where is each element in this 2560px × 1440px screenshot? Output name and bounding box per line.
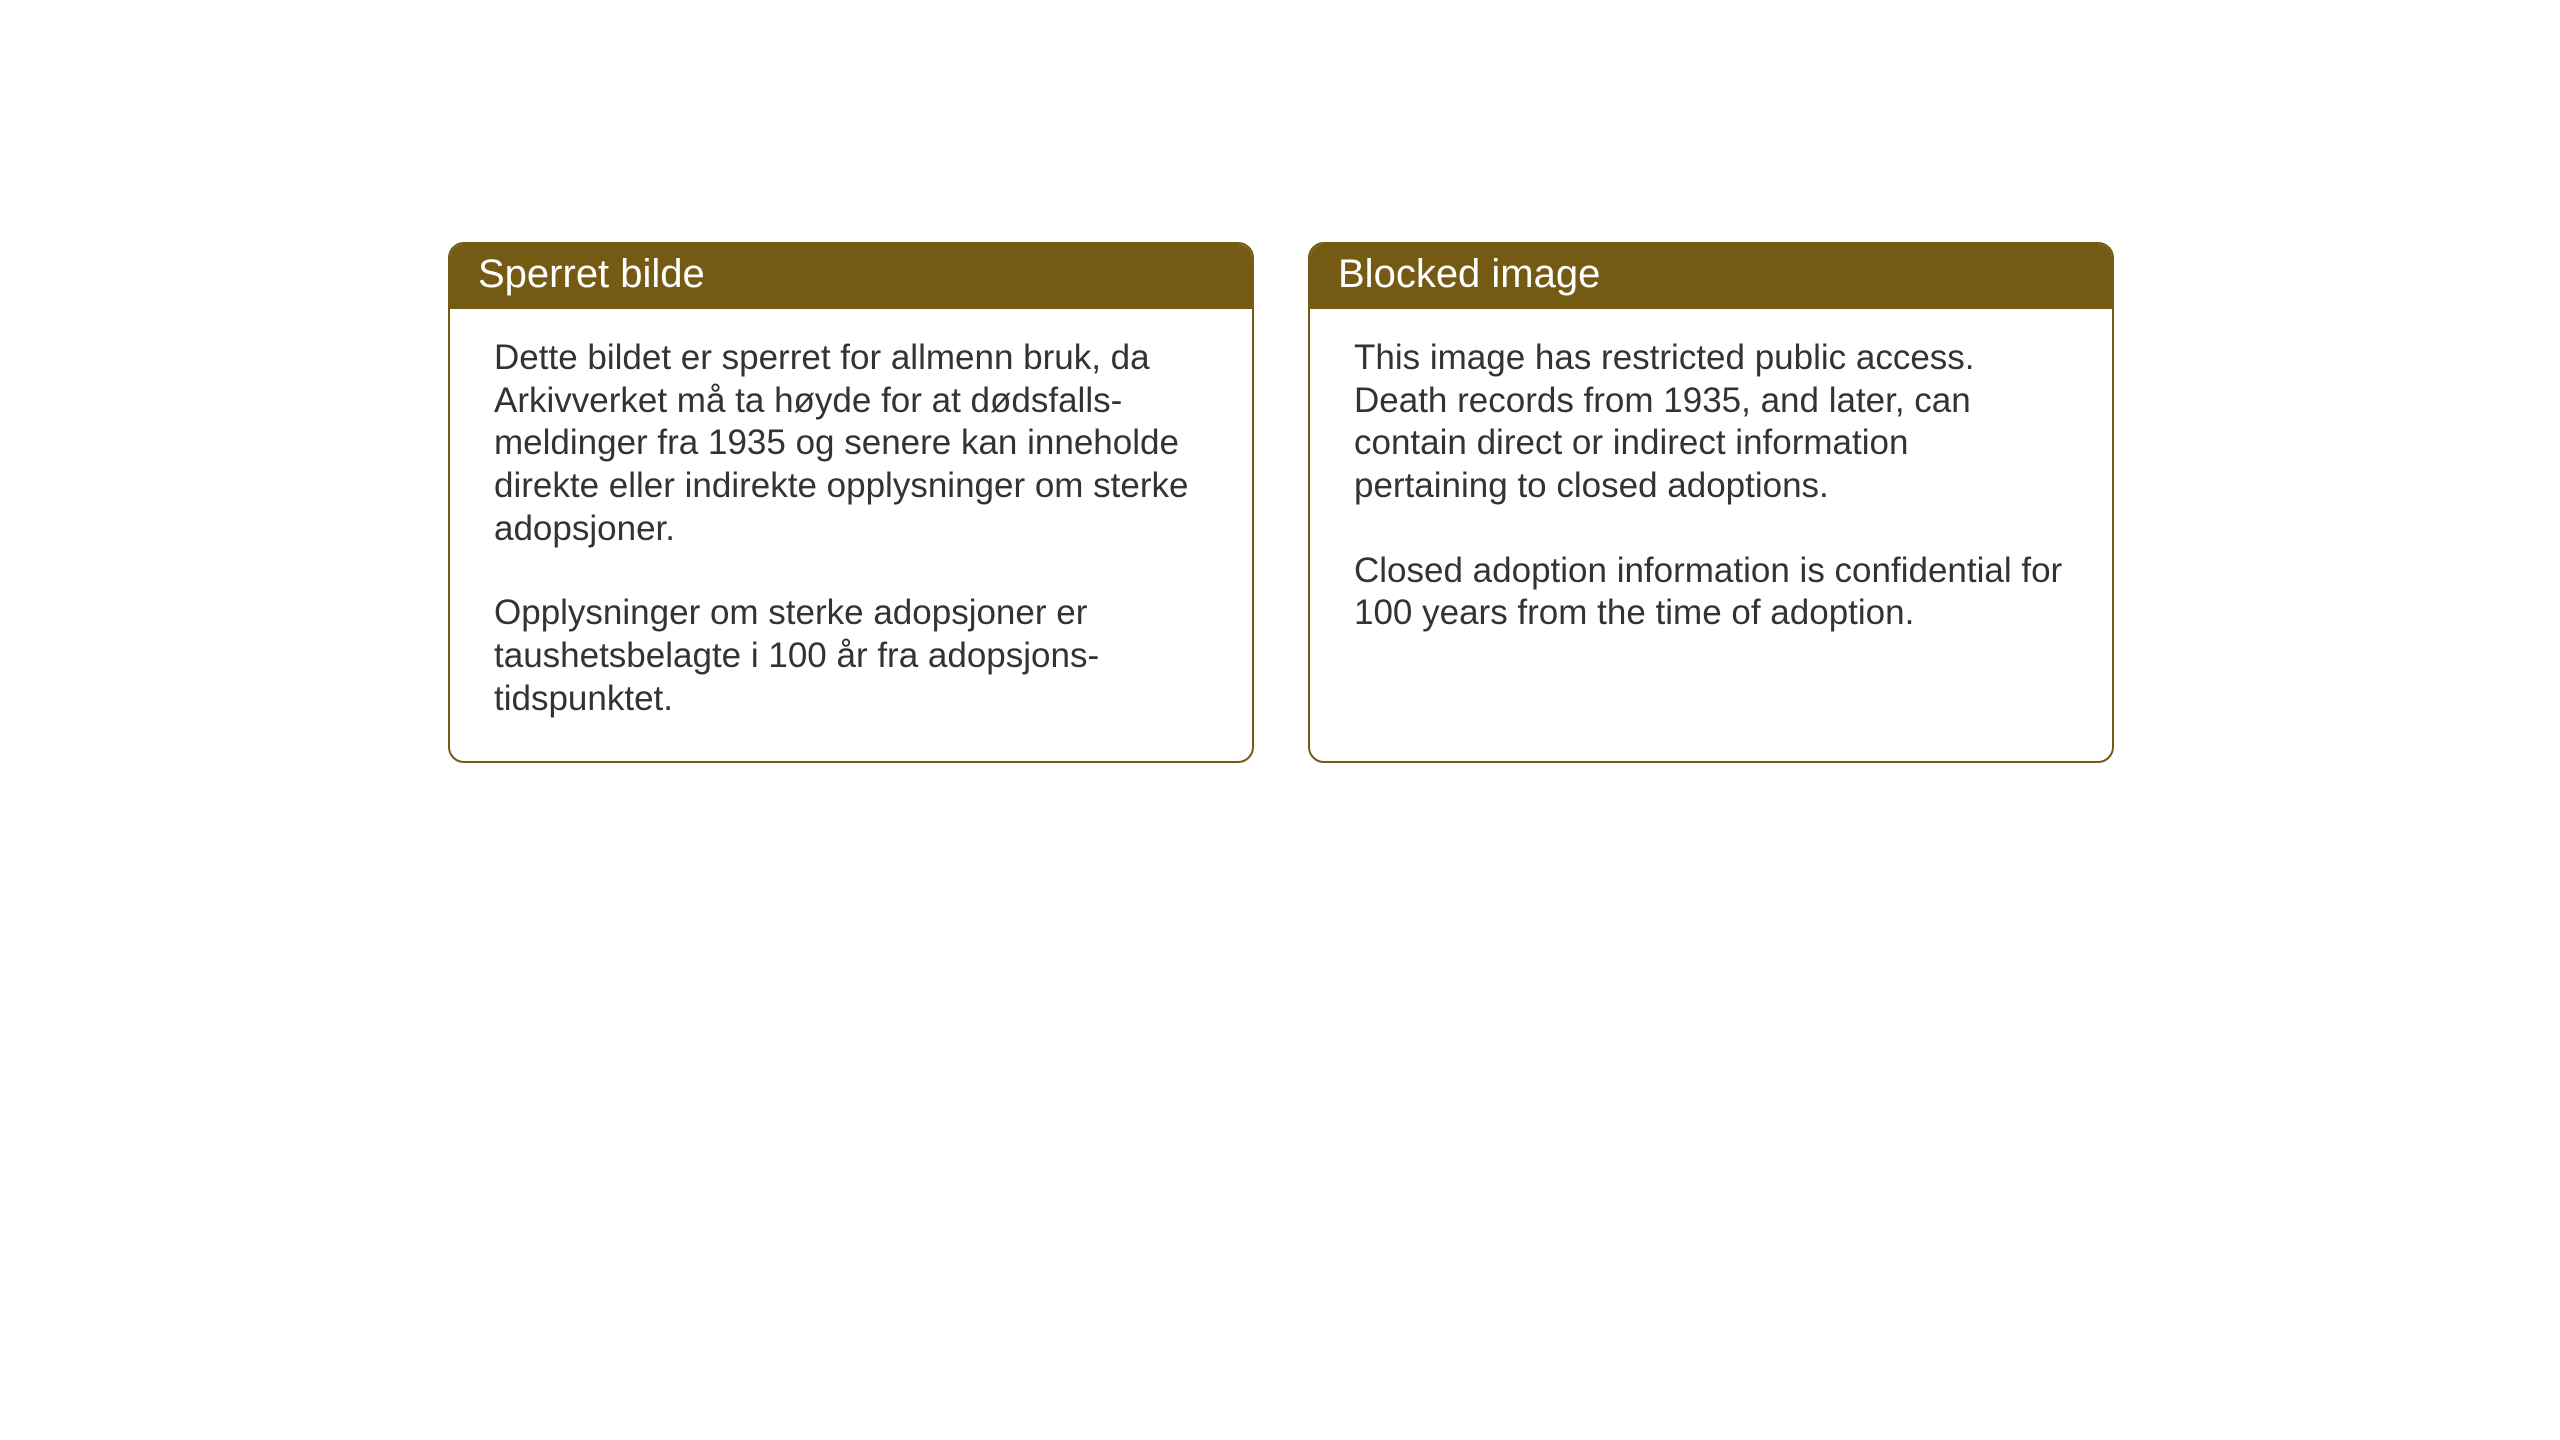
card-body-norwegian: Dette bildet er sperret for allmenn bruk… [450, 309, 1252, 761]
card-paragraph-norwegian-1: Dette bildet er sperret for allmenn bruk… [494, 337, 1208, 550]
notice-card-english: Blocked image This image has restricted … [1308, 242, 2114, 763]
card-paragraph-english-2: Closed adoption information is confident… [1354, 550, 2068, 635]
card-header-english: Blocked image [1310, 244, 2112, 309]
card-title-norwegian: Sperret bilde [478, 252, 705, 296]
card-title-english: Blocked image [1338, 252, 1600, 296]
card-paragraph-norwegian-2: Opplysninger om sterke adopsjoner er tau… [494, 592, 1208, 720]
card-body-english: This image has restricted public access.… [1310, 309, 2112, 675]
notice-card-norwegian: Sperret bilde Dette bildet er sperret fo… [448, 242, 1254, 763]
notice-container: Sperret bilde Dette bildet er sperret fo… [448, 242, 2114, 763]
card-paragraph-english-1: This image has restricted public access.… [1354, 337, 2068, 508]
card-header-norwegian: Sperret bilde [450, 244, 1252, 309]
